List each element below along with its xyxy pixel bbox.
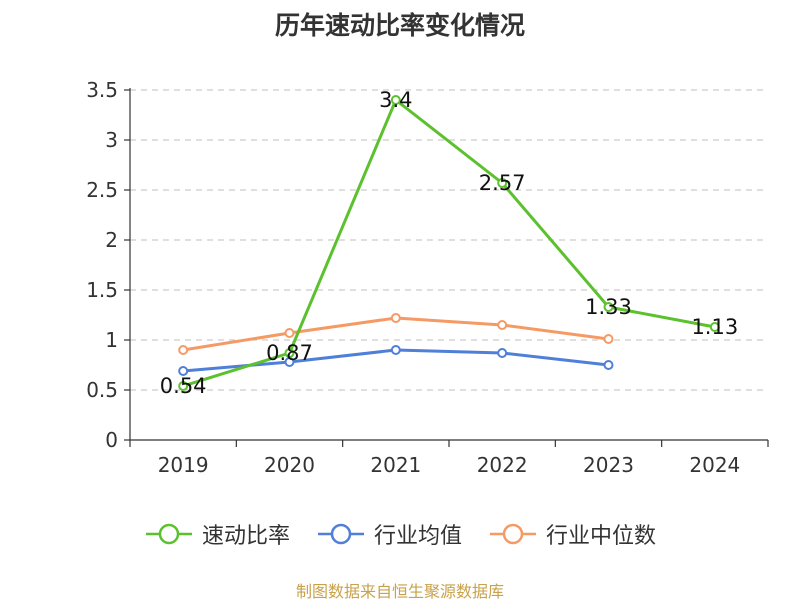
y-tick-label: 2.5 — [86, 178, 118, 202]
y-tick-label: 1.5 — [86, 278, 118, 302]
data-labels: 0.54 0.87 3.4 2.57 1.33 1.13 — [160, 88, 738, 398]
data-point[interactable] — [709, 322, 720, 332]
y-tick-label: 1 — [105, 328, 118, 352]
x-tick-label: 2019 — [158, 453, 209, 477]
axes: 0 0.5 1 1.5 2 2.5 3 3.5 2019 2020 2021 2022 2023 2024 — [86, 78, 769, 477]
legend-label: 行业中位数 — [546, 524, 657, 549]
data-point[interactable] — [178, 366, 189, 376]
x-tick-label: 2023 — [583, 453, 634, 477]
data-point[interactable] — [497, 348, 508, 358]
data-point[interactable] — [603, 360, 614, 370]
data-point[interactable] — [603, 334, 614, 344]
x-tick-label: 2021 — [370, 453, 421, 477]
data-point[interactable] — [284, 348, 295, 358]
data-point[interactable] — [390, 345, 401, 355]
legend-item-industry-median[interactable]: 行业中位数 — [488, 518, 656, 550]
data-point[interactable] — [284, 328, 295, 338]
legend-marker-icon — [145, 523, 192, 545]
x-tick-label: 2020 — [264, 453, 315, 477]
y-tick-label: 0.5 — [86, 378, 118, 402]
y-tick-label: 0 — [105, 428, 118, 452]
data-label: 0.87 — [266, 341, 313, 365]
y-tick-label: 3.5 — [86, 78, 118, 102]
data-label: 3.4 — [379, 88, 412, 112]
x-tick-label: 2022 — [477, 453, 528, 477]
data-point[interactable] — [390, 95, 401, 105]
legend-label: 速动比率 — [201, 524, 290, 549]
legend-marker-icon — [317, 523, 364, 545]
legend: 速动比率 行业均值 行业中位数 — [0, 518, 800, 550]
data-point[interactable] — [178, 345, 189, 355]
data-point[interactable] — [603, 302, 614, 312]
data-label: 0.54 — [160, 374, 207, 398]
data-point[interactable] — [390, 313, 401, 323]
data-source-note: 制图数据来自恒生聚源数据库 — [295, 582, 504, 601]
legend-label: 行业均值 — [373, 524, 462, 549]
y-tick-label: 3 — [105, 128, 118, 152]
gridlines — [130, 89, 768, 391]
data-label: 2.57 — [479, 171, 526, 195]
legend-marker-icon — [490, 523, 536, 545]
data-point[interactable] — [178, 381, 189, 391]
x-tick-label: 2024 — [689, 453, 740, 477]
chart-title: 历年速动比率变化情况 — [274, 11, 525, 40]
legend-item-speed-ratio[interactable]: 速动比率 — [144, 518, 290, 550]
y-tick-label: 2 — [105, 228, 118, 252]
series-line-0 — [182, 98, 716, 388]
legend-item-industry-mean[interactable]: 行业均值 — [316, 518, 462, 550]
data-point[interactable] — [497, 320, 508, 330]
data-label: 1.13 — [691, 315, 738, 339]
series-lines — [178, 95, 720, 391]
data-point[interactable] — [497, 178, 508, 188]
data-label: 1.33 — [585, 295, 632, 319]
